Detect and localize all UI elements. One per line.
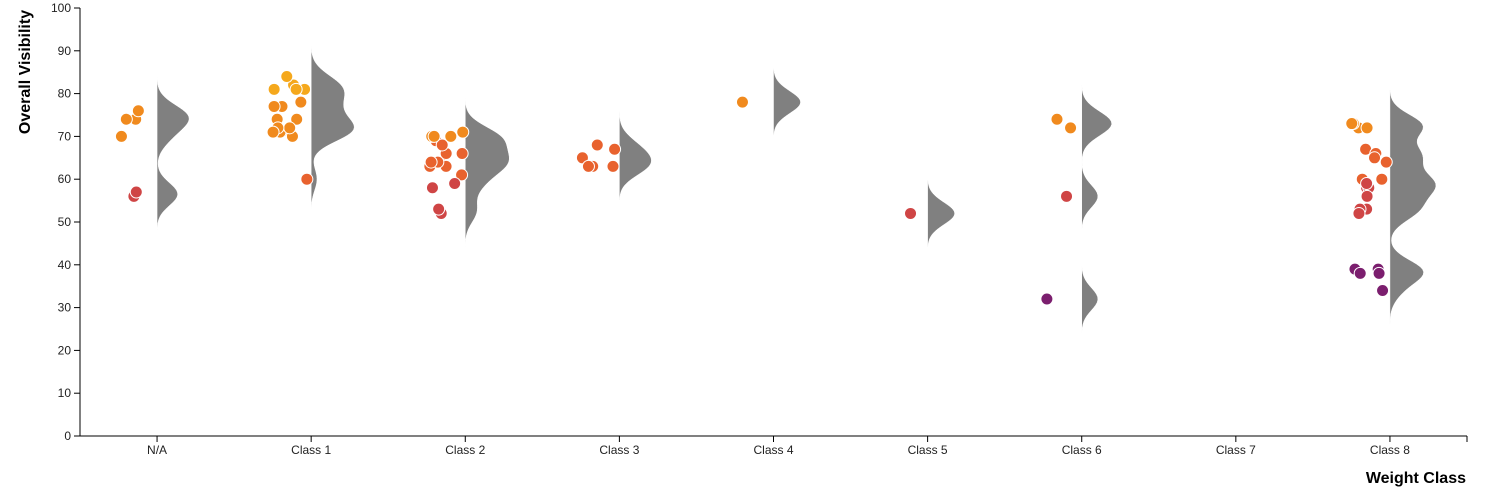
data-point — [608, 142, 622, 156]
data-point — [283, 121, 297, 135]
violin-class-4 — [773, 68, 801, 136]
data-point — [129, 185, 143, 199]
data-point — [289, 82, 303, 96]
x-tick-label: Class 7 — [1216, 443, 1256, 457]
x-tick-label: Class 5 — [908, 443, 948, 457]
data-point — [606, 159, 620, 173]
data-point — [266, 125, 280, 139]
data-point — [590, 138, 604, 152]
x-ticks: N/A Class 1 Class 2 Class 3 Class 4 Class 5 Cl… — [147, 436, 1410, 457]
y-tick-label: 30 — [58, 301, 72, 315]
y-axis-title: Overall Visibility — [17, 10, 34, 134]
data-point — [1360, 189, 1374, 203]
x-tick-label: Class 3 — [599, 443, 639, 457]
x-tick-label: Class 6 — [1062, 443, 1102, 457]
x-tick-label: Class 2 — [445, 443, 485, 457]
x-tick-label: Class 4 — [753, 443, 793, 457]
data-point — [455, 147, 469, 161]
data-point — [1345, 117, 1359, 131]
data-point — [581, 159, 595, 173]
data-point — [444, 129, 458, 143]
data-point — [455, 168, 469, 182]
data-point — [1352, 206, 1366, 220]
x-tick-label: Class 1 — [291, 443, 331, 457]
data-point — [1379, 155, 1393, 169]
y-tick-label: 0 — [64, 429, 71, 443]
y-tick-label: 80 — [58, 87, 72, 101]
data-point — [290, 112, 304, 126]
data-point — [448, 176, 462, 190]
data-point — [114, 129, 128, 143]
y-tick-label: 40 — [58, 258, 72, 272]
violin-class-2 — [465, 98, 510, 248]
violin-class-8 — [1389, 89, 1437, 325]
data-point — [425, 181, 439, 195]
x-tick-label: N/A — [147, 443, 167, 457]
data-point — [1375, 172, 1389, 186]
y-tick-label: 90 — [58, 44, 72, 58]
data-point — [456, 125, 470, 139]
data-point — [1050, 112, 1064, 126]
data-point — [904, 206, 918, 220]
data-point — [1060, 189, 1074, 203]
data-point — [119, 112, 133, 126]
y-tick-label: 10 — [58, 386, 72, 400]
data-point — [735, 95, 749, 109]
data-point — [435, 138, 449, 152]
violin-class-3 — [619, 111, 652, 200]
data-point — [267, 82, 281, 96]
y-tick-label: 100 — [51, 1, 71, 15]
y-ticks: 0 10 20 30 40 50 60 70 80 90 100 — [51, 1, 80, 443]
y-tick-label: 50 — [58, 215, 72, 229]
data-point — [1040, 292, 1054, 306]
y-tick-label: 70 — [58, 129, 72, 143]
data-point — [1372, 266, 1386, 280]
violin-class-5 — [927, 179, 955, 248]
data-point — [280, 69, 294, 83]
data-point — [300, 172, 314, 186]
points-layer — [114, 69, 1393, 306]
data-point — [131, 104, 145, 118]
data-point — [1368, 151, 1382, 165]
data-point — [427, 129, 441, 143]
violin-n-a — [156, 77, 190, 230]
data-point — [432, 202, 446, 216]
data-point — [294, 95, 308, 109]
data-point — [1360, 121, 1374, 135]
y-tick-label: 60 — [58, 172, 72, 186]
data-point — [424, 155, 438, 169]
violin-layer — [156, 42, 1437, 333]
y-tick-label: 20 — [58, 343, 72, 357]
data-point — [1353, 266, 1367, 280]
data-point — [267, 99, 281, 113]
x-axis-title: Weight Class — [1366, 470, 1466, 487]
x-tick-label: Class 8 — [1370, 443, 1410, 457]
violin-class-6 — [1081, 85, 1112, 333]
violin-class-1 — [310, 42, 355, 213]
data-point — [1360, 176, 1374, 190]
data-point — [1064, 121, 1078, 135]
data-point — [1376, 283, 1390, 297]
